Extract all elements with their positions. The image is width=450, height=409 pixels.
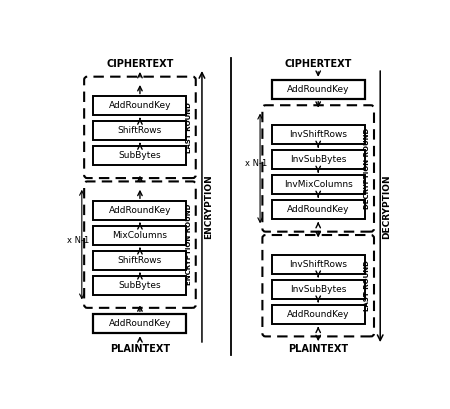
Bar — [94, 201, 186, 220]
Text: AddRoundKey: AddRoundKey — [109, 319, 171, 328]
Text: LAST ROUND: LAST ROUND — [364, 260, 370, 311]
Text: AddRoundKey: AddRoundKey — [287, 205, 350, 214]
Text: AddRoundKey: AddRoundKey — [287, 85, 350, 94]
Bar — [94, 121, 186, 140]
Text: PLAINTEXT: PLAINTEXT — [288, 344, 348, 354]
Text: InvSubBytes: InvSubBytes — [290, 155, 346, 164]
Text: PLAINTEXT: PLAINTEXT — [110, 344, 170, 354]
Text: AddRoundKey: AddRoundKey — [109, 101, 171, 110]
Bar — [94, 97, 186, 115]
Text: DECRYPTION: DECRYPTION — [382, 174, 391, 239]
Text: InvMixColumns: InvMixColumns — [284, 180, 353, 189]
Text: x N-1: x N-1 — [245, 160, 267, 169]
Text: SubBytes: SubBytes — [119, 281, 161, 290]
Text: SubBytes: SubBytes — [119, 151, 161, 160]
Bar — [94, 146, 186, 166]
Bar — [272, 125, 365, 144]
Bar — [94, 251, 186, 270]
Text: InvShiftRows: InvShiftRows — [289, 260, 347, 269]
Bar — [272, 305, 365, 324]
Bar — [272, 255, 365, 274]
Text: ShiftRows: ShiftRows — [118, 126, 162, 135]
Text: DECRYPTION ROUND: DECRYPTION ROUND — [364, 128, 370, 209]
Bar — [94, 276, 186, 295]
Text: AddRoundKey: AddRoundKey — [287, 310, 350, 319]
Bar — [94, 226, 186, 245]
Text: ShiftRows: ShiftRows — [118, 256, 162, 265]
Text: x N-1: x N-1 — [67, 236, 89, 245]
Text: MixColumns: MixColumns — [112, 231, 167, 240]
Text: ENCRYPTION: ENCRYPTION — [204, 174, 213, 239]
Bar — [272, 200, 365, 219]
Text: InvSubBytes: InvSubBytes — [290, 285, 346, 294]
Text: CIPHERTEXT: CIPHERTEXT — [284, 59, 352, 69]
Text: InvShiftRows: InvShiftRows — [289, 130, 347, 139]
Bar — [272, 80, 365, 99]
Bar — [272, 150, 365, 169]
Text: AddRoundKey: AddRoundKey — [109, 206, 171, 215]
Text: ENCRYPTION ROUND: ENCRYPTION ROUND — [186, 204, 192, 285]
Bar — [94, 314, 186, 333]
Bar — [272, 280, 365, 299]
Text: LAST ROUND: LAST ROUND — [186, 102, 192, 153]
Text: CIPHERTEXT: CIPHERTEXT — [106, 59, 174, 69]
Bar — [272, 175, 365, 194]
